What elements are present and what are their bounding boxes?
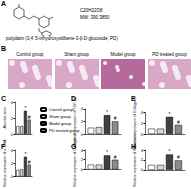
svg-text:*: * — [24, 151, 26, 157]
svg-text:#: # — [114, 115, 117, 121]
svg-text:Alveolar area: Alveolar area — [3, 107, 7, 128]
svg-text:4: 4 — [141, 148, 144, 153]
svg-text:4: 4 — [81, 106, 84, 111]
html-text:Model group: Model group — [110, 52, 136, 57]
svg-text:0: 0 — [81, 132, 84, 137]
svg-text:*: * — [106, 149, 108, 155]
svg-text:#: # — [177, 119, 180, 125]
svg-text:Sham group: Sham group — [49, 114, 72, 119]
svg-text:#: # — [28, 114, 31, 120]
svg-text:Control group: Control group — [49, 107, 74, 112]
svg-text:*: * — [168, 148, 170, 154]
svg-text:0: 0 — [81, 167, 84, 172]
svg-text:2: 2 — [141, 121, 144, 126]
html-text:MW: 390.3850: MW: 390.3850 — [80, 15, 110, 20]
svg-text:0: 0 — [141, 167, 144, 172]
svg-text:Relative expression of α-SMA: Relative expression of α-SMA — [3, 139, 7, 187]
html-text:PD treated group: PD treated group — [152, 52, 187, 57]
svg-text:4: 4 — [11, 148, 14, 153]
svg-text:*: * — [168, 111, 170, 117]
svg-text:0: 0 — [11, 132, 14, 137]
html-text:Control group: Control group — [16, 52, 44, 57]
svg-text:PD treated group: PD treated group — [49, 128, 80, 133]
svg-text:2: 2 — [11, 116, 14, 121]
html-text:B: B — [1, 45, 7, 52]
svg-text:4: 4 — [11, 100, 14, 105]
html-text:polydatin (3,4',5-trihydroxyst: polydatin (3,4',5-trihydroxystilbene-3-β… — [6, 36, 118, 41]
svg-text:Relative expression of Collage: Relative expression of Collagen I — [132, 97, 137, 150]
html-text:Sham group: Sham group — [64, 52, 89, 57]
svg-text:2: 2 — [11, 161, 14, 166]
svg-text:Relative expression of Collage: Relative expression of Collagen III — [73, 132, 77, 187]
svg-text:*: * — [24, 105, 26, 111]
svg-text:#: # — [177, 154, 180, 160]
svg-text:#: # — [28, 159, 31, 165]
svg-text:Relative expression of Fibrone: Relative expression of Fibronectin — [133, 133, 137, 187]
svg-text:0: 0 — [141, 132, 144, 137]
svg-text:0: 0 — [11, 174, 14, 179]
svg-text:*: * — [106, 109, 108, 115]
svg-text:C: C — [1, 95, 6, 102]
svg-text:Model group: Model group — [49, 121, 72, 126]
svg-text:2: 2 — [141, 157, 144, 162]
svg-text:4: 4 — [81, 148, 84, 153]
svg-text:2: 2 — [81, 157, 84, 162]
svg-text:Relative expression of TGF-β1: Relative expression of TGF-β1 — [72, 97, 77, 146]
svg-text:4: 4 — [141, 110, 144, 115]
svg-text:#: # — [114, 154, 117, 160]
html-text:C20H22O8: C20H22O8 — [80, 8, 103, 13]
svg-text:2: 2 — [81, 119, 84, 124]
html-text:A: A — [1, 0, 7, 7]
